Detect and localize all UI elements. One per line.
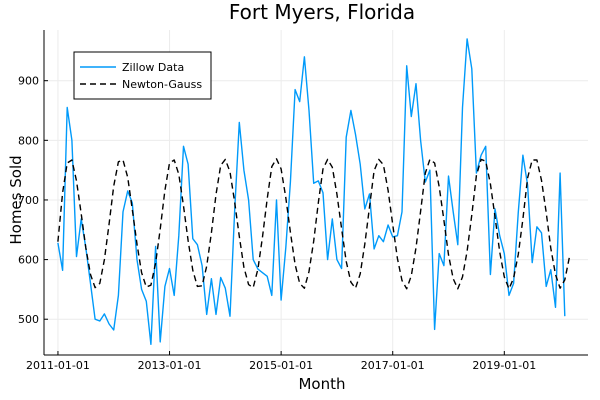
- ticks: 2011-01-01 2013-01-01 2015-01-01 2017-01-01…: [18, 75, 536, 372]
- x-tick-label: 2017-01-01: [361, 359, 425, 372]
- y-tick-label: 700: [18, 194, 39, 207]
- series-layer: [57, 38, 571, 345]
- legend-label-newton-gauss: Newton-Gauss: [122, 78, 202, 91]
- y-tick-label: 500: [18, 313, 39, 326]
- x-axis-label: Month: [298, 375, 345, 393]
- axes: [43, 30, 588, 356]
- x-tick-label: 2011-01-01: [26, 359, 90, 372]
- series-line-newton-gauss: [57, 158, 571, 290]
- y-tick-label: 900: [18, 75, 39, 88]
- x-tick-label: 2013-01-01: [138, 359, 202, 372]
- legend-box: [73, 51, 212, 100]
- y-axis-label: Homes Sold: [7, 155, 25, 244]
- series-line-zillow-data: [57, 38, 566, 345]
- legend: Zillow Data Newton-Gauss: [73, 51, 212, 100]
- x-tick-label: 2019-01-01: [472, 359, 536, 372]
- y-tick-label: 800: [18, 134, 39, 147]
- y-tick-label: 600: [18, 254, 39, 267]
- chart-title: Fort Myers, Florida: [229, 0, 415, 24]
- legend-label-zillow-data: Zillow Data: [122, 61, 184, 74]
- x-tick-label: 2015-01-01: [249, 359, 313, 372]
